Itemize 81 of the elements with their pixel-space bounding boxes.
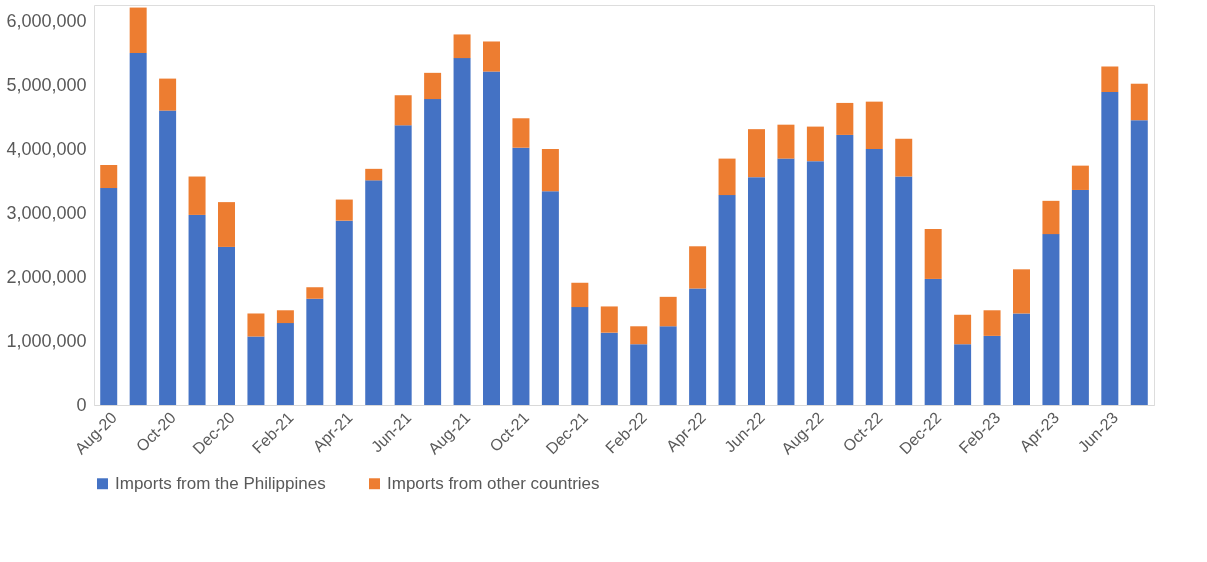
bar [836, 134, 854, 405]
bar [129, 53, 147, 405]
bar [424, 72, 442, 100]
bar [571, 282, 589, 308]
bar [541, 149, 559, 192]
bar [954, 314, 972, 345]
bar [188, 214, 206, 405]
bar [1071, 189, 1089, 405]
bar [100, 188, 118, 405]
bar [806, 126, 824, 162]
bar [983, 310, 1001, 336]
bar [630, 326, 648, 345]
bar [718, 195, 736, 405]
legend-label: Imports from the Philippines [115, 473, 326, 493]
bar [100, 165, 118, 189]
bar [129, 7, 147, 53]
y-tick-label: 6,000,000 [6, 10, 87, 31]
bar [600, 332, 618, 405]
bar [865, 149, 883, 405]
bar [748, 177, 765, 405]
bar [689, 288, 707, 405]
bar [718, 158, 736, 196]
bar [247, 336, 265, 405]
bar [806, 161, 824, 405]
y-tick-label: 3,000,000 [6, 202, 87, 223]
bar [1013, 313, 1030, 405]
bar [983, 335, 1001, 405]
bar [895, 176, 913, 405]
bar [659, 296, 677, 327]
bar [306, 298, 324, 405]
bar [512, 147, 530, 405]
bar [218, 246, 235, 405]
bar [1013, 269, 1030, 314]
bar [924, 229, 942, 279]
bar [483, 41, 500, 72]
bar [954, 344, 972, 405]
bar [1071, 165, 1089, 190]
bar [600, 306, 618, 333]
bar [453, 34, 471, 59]
bar [365, 168, 383, 181]
bar [924, 278, 942, 405]
bar [335, 199, 353, 221]
bar [541, 191, 559, 405]
y-tick-label: 4,000,000 [6, 138, 87, 159]
bar [659, 326, 677, 405]
bar [365, 180, 383, 405]
bar [1042, 234, 1060, 405]
y-tick-label: 1,000,000 [6, 330, 87, 351]
bar [218, 202, 235, 247]
bar [630, 344, 648, 405]
y-tick-label: 2,000,000 [6, 266, 87, 287]
bar [394, 125, 412, 405]
bar [836, 102, 854, 135]
bar [335, 220, 353, 405]
bar [1101, 92, 1119, 405]
bar [689, 246, 707, 289]
bar [483, 71, 500, 405]
y-tick-label: 5,000,000 [6, 74, 87, 95]
bar [394, 95, 412, 126]
legend-label: Imports from other countries [387, 473, 600, 493]
bar [424, 99, 442, 405]
bar [276, 310, 294, 324]
bar [777, 158, 795, 405]
bar [159, 110, 177, 405]
bar [865, 101, 883, 149]
bar [453, 58, 471, 405]
bar [1130, 83, 1148, 121]
bar [512, 118, 530, 148]
bar [1101, 66, 1119, 93]
bar [1042, 200, 1060, 235]
bar [748, 129, 765, 178]
bar [571, 307, 589, 405]
bar [159, 78, 177, 111]
bar [895, 138, 913, 177]
bar [1130, 120, 1148, 405]
y-tick-label: 0 [76, 394, 87, 415]
bar [777, 124, 795, 159]
bar [247, 313, 265, 337]
bar [188, 176, 206, 215]
bar [306, 287, 324, 299]
bar [276, 323, 294, 405]
